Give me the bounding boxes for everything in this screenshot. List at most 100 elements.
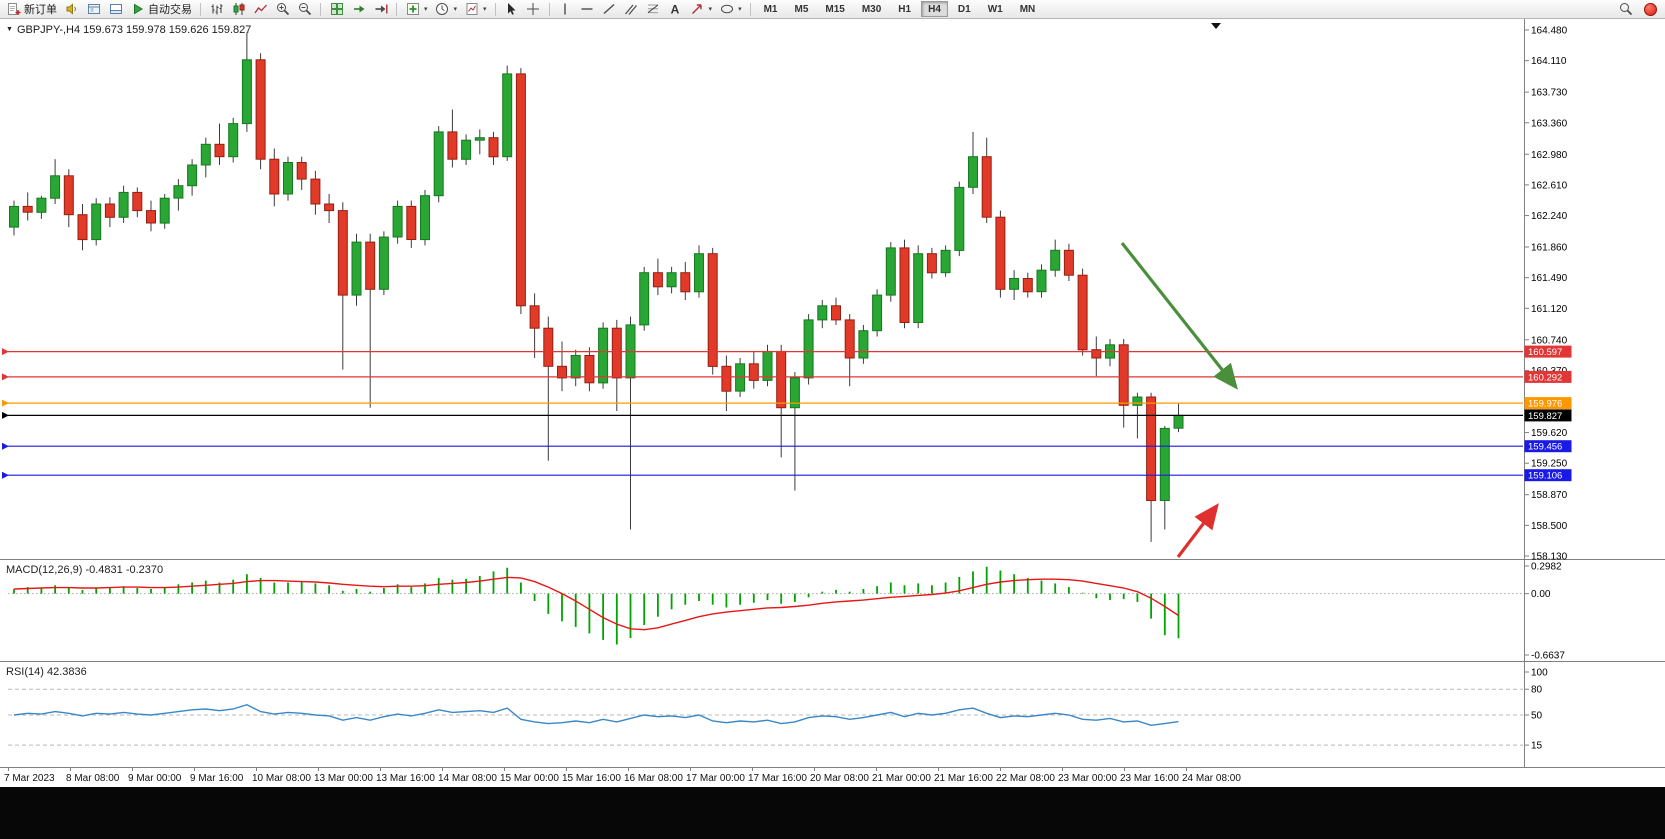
autotrade-icon <box>130 2 145 16</box>
timeframe-m30[interactable]: M30 <box>855 1 888 17</box>
bar-chart-button[interactable] <box>206 1 227 18</box>
vertical-line-button[interactable] <box>555 1 576 18</box>
macd-panel[interactable]: 0.2982 0.00 -0.6637 MACD(12,26,9) -0.4831 … <box>0 560 1665 662</box>
terminal-button[interactable] <box>105 1 126 18</box>
svg-text:159.620: 159.620 <box>1531 428 1568 439</box>
periods-icon <box>435 2 450 16</box>
toolbar-separator <box>548 2 550 16</box>
svg-text:163.730: 163.730 <box>1531 88 1568 99</box>
crosshair-button[interactable] <box>523 1 544 18</box>
terminal-icon <box>108 2 123 16</box>
time-tick <box>814 768 815 771</box>
fibonacci-button[interactable] <box>643 1 664 18</box>
time-tick <box>256 768 257 771</box>
new-order-icon <box>6 2 21 16</box>
tile-windows-button[interactable] <box>326 1 347 18</box>
time-label: 17 Mar 16:00 <box>748 773 807 784</box>
timeframe-m5[interactable]: M5 <box>787 1 815 17</box>
svg-text:50: 50 <box>1531 711 1543 722</box>
horizontal-line-icon <box>580 2 595 16</box>
time-tick <box>1000 768 1001 771</box>
market-watch-button[interactable] <box>83 1 104 18</box>
chart-shift-button[interactable] <box>370 1 391 18</box>
bar-chart-icon <box>209 2 224 16</box>
periods-button[interactable]: ▾ <box>432 1 461 18</box>
svg-text:164.480: 164.480 <box>1531 26 1568 37</box>
indicators-button[interactable]: ▾ <box>402 1 431 18</box>
time-tick <box>566 768 567 771</box>
autotrade-button[interactable]: 自动交易 <box>127 1 195 18</box>
time-label: 14 Mar 08:00 <box>438 773 497 784</box>
toolbar: 新订单 自动交易 ▾ ▾ ▾ A ▾ ▾ M1 M5 M15 M30 H1 H4 D1 W1 MN <box>0 0 1665 19</box>
candlestick-icon <box>231 2 246 16</box>
timeframe-mn[interactable]: MN <box>1013 1 1043 17</box>
new-order-button[interactable]: 新订单 <box>3 1 60 18</box>
channel-button[interactable] <box>621 1 642 18</box>
autotrade-button-label: 自动交易 <box>148 4 192 16</box>
shapes-icon <box>719 2 734 16</box>
horizontal-line-button[interactable] <box>577 1 598 18</box>
timeframe-w1[interactable]: W1 <box>981 1 1010 17</box>
trendline-button[interactable] <box>599 1 620 18</box>
svg-text:161.860: 161.860 <box>1531 243 1568 254</box>
timeframe-h4[interactable]: H4 <box>921 1 948 17</box>
auto-scroll-button[interactable] <box>348 1 369 18</box>
timeframe-d1[interactable]: D1 <box>951 1 978 17</box>
time-tick <box>70 768 71 771</box>
chevron-down-icon: ▾ <box>453 6 458 13</box>
time-label: 9 Mar 16:00 <box>190 773 244 784</box>
svg-text:159.456: 159.456 <box>1528 442 1562 453</box>
timeframe-h1[interactable]: H1 <box>891 1 918 17</box>
rsi-canvas[interactable]: 100 80 50 15 <box>0 662 1665 768</box>
alert-icon <box>64 2 79 16</box>
symbol-ohlc-label: ▼ GBPJPY-,H4 159.673 159.978 159.626 159.… <box>6 24 251 36</box>
toolbar-separator <box>494 2 496 16</box>
macd-canvas[interactable]: 0.2982 0.00 -0.6637 <box>0 560 1665 662</box>
chart-menu-icon[interactable]: ▼ <box>6 26 13 33</box>
text-button[interactable]: A <box>665 1 686 18</box>
time-label: 9 Mar 00:00 <box>128 773 182 784</box>
time-label: 13 Mar 00:00 <box>314 773 373 784</box>
alerts-button[interactable] <box>61 1 82 18</box>
price-chart-canvas[interactable]: 164.480 164.110 163.730 163.360 162.980 162.6… <box>0 19 1665 560</box>
tile-windows-icon <box>329 2 344 16</box>
svg-text:15: 15 <box>1531 741 1543 752</box>
arrow-tool-button[interactable]: ▾ <box>687 1 716 18</box>
symbol-ohlc-text: GBPJPY-,H4 159.673 159.978 159.626 159.8… <box>16 24 252 36</box>
market-watch-icon <box>86 2 101 16</box>
templates-button[interactable]: ▾ <box>461 1 490 18</box>
time-tick <box>1062 768 1063 771</box>
time-label: 13 Mar 16:00 <box>376 773 435 784</box>
time-label: 21 Mar 00:00 <box>872 773 931 784</box>
candlestick-button[interactable] <box>228 1 249 18</box>
search-button[interactable] <box>1615 1 1636 18</box>
svg-text:0.00: 0.00 <box>1531 589 1551 600</box>
line-chart-button[interactable] <box>250 1 271 18</box>
auto-scroll-icon <box>351 2 366 16</box>
zoom-in-button[interactable] <box>272 1 293 18</box>
svg-text:161.120: 161.120 <box>1531 304 1568 315</box>
timeframe-m15[interactable]: M15 <box>818 1 851 17</box>
shapes-button[interactable]: ▾ <box>716 1 745 18</box>
time-label: 21 Mar 16:00 <box>934 773 993 784</box>
cursor-button[interactable] <box>501 1 522 18</box>
channel-icon <box>624 2 639 16</box>
timeframe-m1[interactable]: M1 <box>757 1 785 17</box>
svg-text:-0.6637: -0.6637 <box>1531 651 1565 662</box>
time-axis[interactable]: 7 Mar 2023 8 Mar 08:00 9 Mar 00:00 9 Mar 16… <box>0 768 1665 787</box>
rsi-label: RSI(14) 42.3836 <box>6 666 87 678</box>
svg-text:159.106: 159.106 <box>1528 471 1562 482</box>
rsi-panel[interactable]: 100 80 50 15 RSI(14) 42.3836 <box>0 662 1665 768</box>
time-tick <box>876 768 877 771</box>
macd-label: MACD(12,26,9) -0.4831 -0.2370 <box>6 564 164 576</box>
zoom-out-icon <box>297 2 312 16</box>
time-label: 23 Mar 16:00 <box>1120 773 1179 784</box>
time-label: 16 Mar 08:00 <box>624 773 683 784</box>
main-chart-panel[interactable]: 164.480 164.110 163.730 163.360 162.980 162.6… <box>0 19 1665 560</box>
search-icon <box>1618 2 1633 16</box>
zoom-out-button[interactable] <box>294 1 315 18</box>
time-label: 23 Mar 00:00 <box>1058 773 1117 784</box>
svg-text:159.827: 159.827 <box>1528 411 1562 422</box>
notification-icon[interactable] <box>1644 2 1657 16</box>
svg-text:A: A <box>671 3 680 17</box>
